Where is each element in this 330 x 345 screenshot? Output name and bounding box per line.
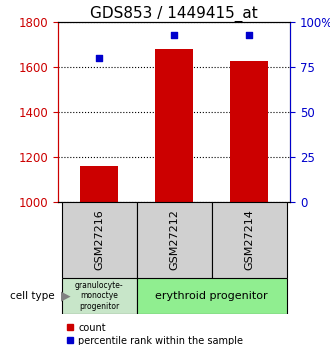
Bar <box>80 166 118 202</box>
Point <box>247 32 252 38</box>
Bar <box>155 49 193 202</box>
Point <box>172 32 177 38</box>
Text: GSM27212: GSM27212 <box>169 209 179 270</box>
Text: GSM27214: GSM27214 <box>244 209 254 270</box>
Point <box>96 56 102 61</box>
Text: ▶: ▶ <box>61 289 71 302</box>
Bar <box>230 60 268 202</box>
Title: GDS853 / 1449415_at: GDS853 / 1449415_at <box>90 6 258 22</box>
Bar <box>212 202 287 278</box>
Bar <box>137 278 287 314</box>
Text: GSM27216: GSM27216 <box>94 209 104 270</box>
Text: granulocyte-
monoctye
progenitor: granulocyte- monoctye progenitor <box>75 281 123 311</box>
Legend: count, percentile rank within the sample: count, percentile rank within the sample <box>63 319 247 345</box>
Bar <box>137 202 212 278</box>
Text: erythroid progenitor: erythroid progenitor <box>155 291 268 301</box>
Bar <box>61 202 137 278</box>
Text: cell type: cell type <box>10 291 54 301</box>
Bar <box>61 278 137 314</box>
